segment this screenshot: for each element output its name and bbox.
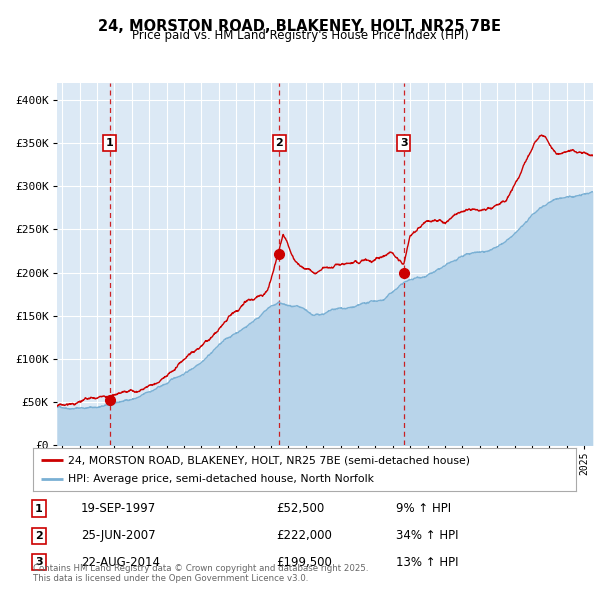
Text: Contains HM Land Registry data © Crown copyright and database right 2025.
This d: Contains HM Land Registry data © Crown c… bbox=[33, 563, 368, 583]
Text: 3: 3 bbox=[400, 138, 407, 148]
Text: 13% ↑ HPI: 13% ↑ HPI bbox=[396, 556, 458, 569]
Text: 1: 1 bbox=[106, 138, 113, 148]
Text: 2: 2 bbox=[275, 138, 283, 148]
Text: 9% ↑ HPI: 9% ↑ HPI bbox=[396, 502, 451, 515]
Text: 24, MORSTON ROAD, BLAKENEY, HOLT, NR25 7BE: 24, MORSTON ROAD, BLAKENEY, HOLT, NR25 7… bbox=[98, 19, 502, 34]
Text: 34% ↑ HPI: 34% ↑ HPI bbox=[396, 529, 458, 542]
Text: 22-AUG-2014: 22-AUG-2014 bbox=[81, 556, 160, 569]
Text: 25-JUN-2007: 25-JUN-2007 bbox=[81, 529, 155, 542]
Text: £52,500: £52,500 bbox=[276, 502, 324, 515]
Text: 2: 2 bbox=[35, 531, 43, 540]
Text: 24, MORSTON ROAD, BLAKENEY, HOLT, NR25 7BE (semi-detached house): 24, MORSTON ROAD, BLAKENEY, HOLT, NR25 7… bbox=[68, 455, 470, 466]
Text: 3: 3 bbox=[35, 558, 43, 567]
Text: 19-SEP-1997: 19-SEP-1997 bbox=[81, 502, 156, 515]
Text: £199,500: £199,500 bbox=[276, 556, 332, 569]
Text: HPI: Average price, semi-detached house, North Norfolk: HPI: Average price, semi-detached house,… bbox=[68, 474, 374, 484]
Text: 1: 1 bbox=[35, 504, 43, 513]
Text: £222,000: £222,000 bbox=[276, 529, 332, 542]
Text: Price paid vs. HM Land Registry's House Price Index (HPI): Price paid vs. HM Land Registry's House … bbox=[131, 29, 469, 42]
